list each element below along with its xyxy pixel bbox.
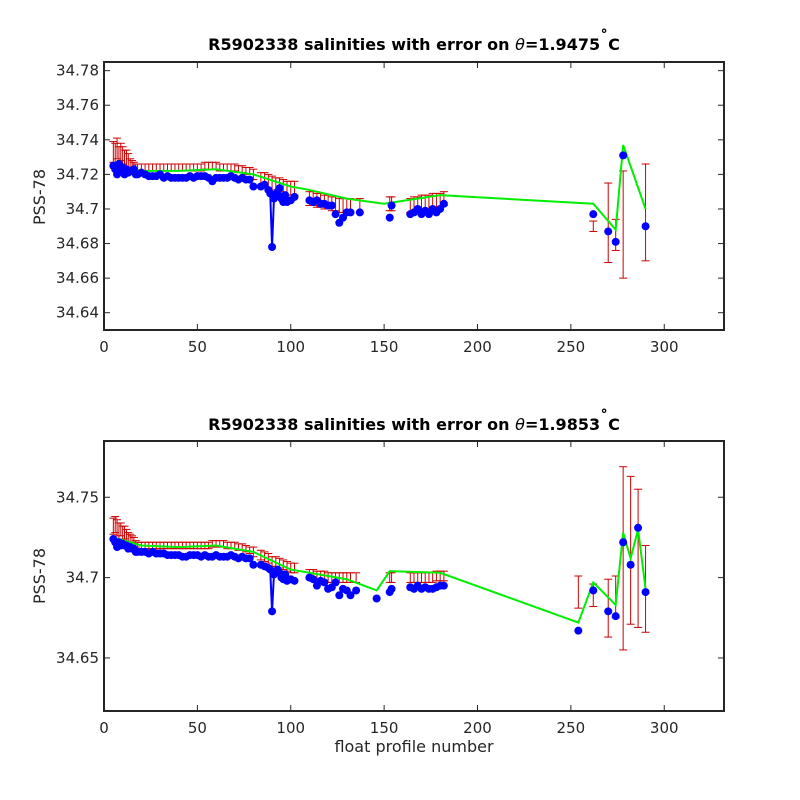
measured-point xyxy=(604,607,613,616)
y-axis-ticks: 34.64 34.66 34.68 34.7 34.72 34.74 34.76 34.78 xyxy=(56,62,724,322)
measured-point xyxy=(439,581,448,590)
plot-area xyxy=(109,466,650,651)
measured-point xyxy=(387,201,396,210)
measured-point xyxy=(346,591,355,600)
measured-point xyxy=(268,243,277,252)
x-axis-ticks: 0 50 100 150 200 250 300 xyxy=(99,62,679,356)
x-tick-label: 250 xyxy=(557,719,586,737)
x-tick-label: 200 xyxy=(463,719,492,737)
axes-box xyxy=(103,61,725,331)
measured-point xyxy=(327,201,336,210)
y-tick-label: 34.68 xyxy=(56,235,99,253)
chart-title: R5902338 salinities with error on θ=1.94… xyxy=(208,28,620,54)
measured-point xyxy=(275,184,284,193)
y-axis-label: PSS-78 xyxy=(30,548,49,604)
measured-point xyxy=(641,588,650,597)
measured-point xyxy=(355,208,364,217)
x-tick-label: 150 xyxy=(370,719,399,737)
measured-point xyxy=(574,626,583,635)
x-tick-label: 200 xyxy=(463,338,492,356)
plot-area xyxy=(109,137,650,279)
y-tick-label: 34.78 xyxy=(56,62,99,80)
measured-point xyxy=(245,554,254,563)
measured-point xyxy=(245,175,254,184)
measured-point xyxy=(352,586,361,595)
measured-point xyxy=(626,560,635,569)
x-tick-label: 50 xyxy=(188,719,207,737)
chart-bottom: R5902338 salinities with error on θ=1.98… xyxy=(30,408,725,756)
y-tick-label: 34.7 xyxy=(66,200,99,218)
y-tick-label: 34.74 xyxy=(56,131,99,149)
measured-point xyxy=(268,607,277,616)
y-tick-label: 34.72 xyxy=(56,165,99,183)
y-axis-label: PSS-78 xyxy=(30,169,49,225)
measured-point xyxy=(249,560,258,569)
y-axis-ticks: 34.65 34.7 34.75 xyxy=(56,488,724,667)
x-tick-label: 0 xyxy=(99,719,109,737)
y-tick-label: 34.64 xyxy=(56,304,99,322)
x-tick-label: 0 xyxy=(99,338,109,356)
measured-point xyxy=(372,594,381,603)
measured-point xyxy=(331,210,340,219)
measured-point xyxy=(439,199,448,208)
measured-point xyxy=(589,586,598,595)
measured-point xyxy=(281,570,290,579)
y-tick-label: 34.66 xyxy=(56,269,99,287)
measured-point xyxy=(619,151,628,160)
measured-point xyxy=(290,576,299,585)
measured-point xyxy=(387,584,396,593)
chart-top: R5902338 salinities with error on θ=1.94… xyxy=(30,28,725,356)
measured-point xyxy=(634,523,643,532)
x-tick-label: 100 xyxy=(276,338,305,356)
y-tick-label: 34.75 xyxy=(56,488,99,506)
chart-title: R5902338 salinities with error on θ=1.98… xyxy=(208,408,620,434)
x-axis-label: float profile number xyxy=(334,737,494,756)
axes-box xyxy=(103,440,725,712)
x-tick-label: 300 xyxy=(650,719,679,737)
measured-point xyxy=(320,578,329,587)
x-tick-label: 150 xyxy=(370,338,399,356)
measured-points xyxy=(109,151,650,252)
x-tick-label: 250 xyxy=(557,338,586,356)
calibrated-line xyxy=(113,144,647,233)
measured-point xyxy=(641,222,650,231)
measured-point xyxy=(281,191,290,200)
calibrated-line xyxy=(113,529,647,624)
measured-point xyxy=(290,192,299,201)
measured-points xyxy=(109,523,650,635)
x-tick-label: 50 xyxy=(188,338,207,356)
y-tick-label: 34.7 xyxy=(66,569,99,587)
y-tick-label: 34.76 xyxy=(56,96,99,114)
measured-point xyxy=(309,575,318,584)
x-tick-label: 300 xyxy=(650,338,679,356)
measured-point xyxy=(249,182,258,191)
measured-point xyxy=(611,237,620,246)
measured-point xyxy=(346,208,355,217)
measured-point xyxy=(619,538,628,547)
x-tick-label: 100 xyxy=(276,719,305,737)
measured-point xyxy=(589,210,598,219)
measured-point xyxy=(331,578,340,587)
measured-point xyxy=(385,213,394,222)
measured-point xyxy=(335,591,344,600)
measured-point xyxy=(611,612,620,621)
measured-point xyxy=(604,227,613,236)
y-tick-label: 34.65 xyxy=(56,649,99,667)
